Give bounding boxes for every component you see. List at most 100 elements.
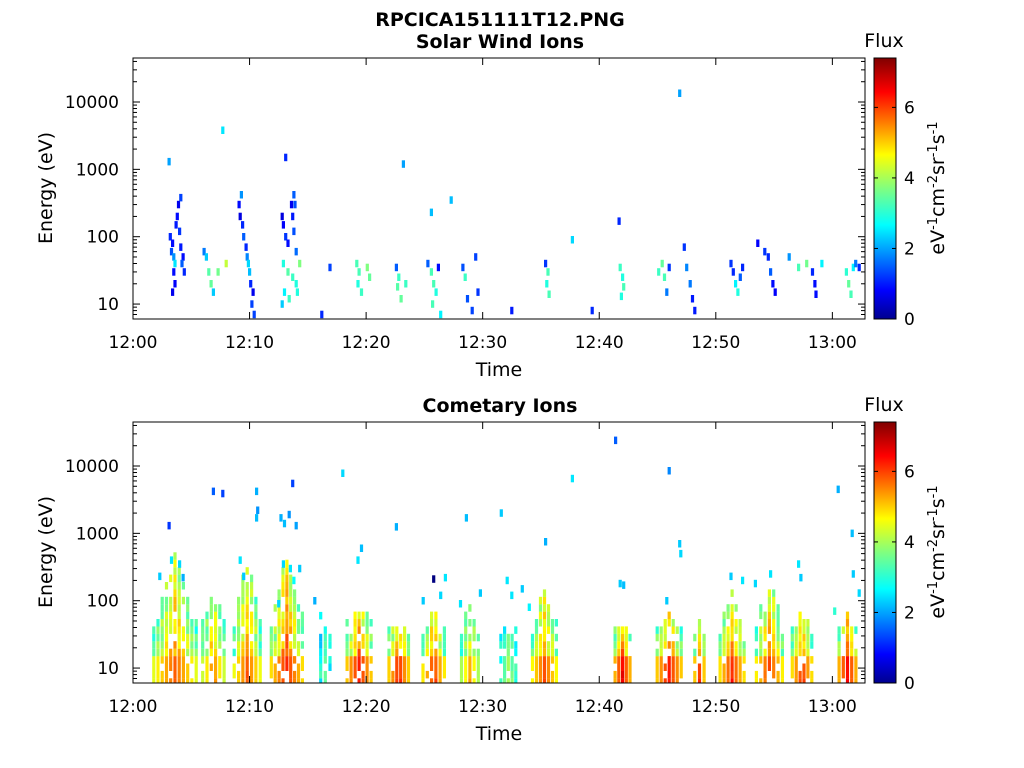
heatmap-cell xyxy=(857,589,861,597)
heatmap-cell xyxy=(209,648,213,657)
heatmap-cell xyxy=(245,678,249,683)
panel-solar-wind-ions: Solar Wind Ions 12:00 12:10 12:20 12:30 12:4… xyxy=(35,30,949,381)
heatmap-cell xyxy=(438,641,442,649)
heatmap-cell xyxy=(201,619,205,627)
heatmap-cell xyxy=(845,619,850,627)
heatmap-cell xyxy=(624,656,628,664)
heatmap-cell xyxy=(250,656,254,664)
heatmap-cell xyxy=(850,626,854,634)
heatmap-cell xyxy=(798,641,802,649)
heatmap-cell xyxy=(177,567,181,575)
heatmap-cell xyxy=(790,670,794,679)
heatmap-cell xyxy=(250,670,254,679)
heatmap-cell xyxy=(214,656,218,664)
heatmap-cell xyxy=(218,633,222,642)
heatmap-speck xyxy=(820,259,824,268)
heatmap-cell xyxy=(181,582,185,590)
heatmap-cell xyxy=(300,656,304,664)
heatmap-speck xyxy=(449,196,453,204)
heatmap-cell xyxy=(434,633,438,642)
heatmap-cell xyxy=(671,678,675,683)
heatmap-cell xyxy=(173,259,177,268)
heatmap-cell xyxy=(472,656,476,664)
heatmap-cell xyxy=(201,633,205,642)
heatmap-cell xyxy=(442,648,446,657)
heatmap-cell xyxy=(250,678,254,683)
heatmap-cell xyxy=(169,648,173,657)
heatmap-cell xyxy=(503,678,507,683)
heatmap-cell xyxy=(245,648,249,657)
heatmap-cell xyxy=(718,663,722,671)
heatmap-cell xyxy=(794,641,798,649)
heatmap-cell xyxy=(285,574,289,583)
x-axis-label: Time xyxy=(475,723,523,745)
heatmap-cell xyxy=(399,633,403,642)
heatmap-cell xyxy=(211,288,215,296)
heatmap-cell xyxy=(277,641,281,649)
heatmap-cell xyxy=(241,633,245,642)
heatmap-cell xyxy=(837,641,841,649)
heatmap-cell xyxy=(763,656,767,664)
heatmap-cell xyxy=(671,656,675,664)
heatmap-cell xyxy=(503,656,507,664)
heatmap-cell xyxy=(527,603,531,611)
heatmap-cell xyxy=(538,648,543,657)
x-axis: 12:00 12:10 12:20 12:30 12:40 12:50 13:00 xyxy=(109,58,857,353)
heatmap-speck xyxy=(279,514,283,522)
heatmap-cell xyxy=(421,678,425,683)
heatmap-cell xyxy=(406,648,411,657)
heatmap-cell xyxy=(718,648,722,657)
heatmap-cell xyxy=(621,678,625,683)
heatmap-cell xyxy=(434,619,438,627)
heatmap-cell xyxy=(250,589,254,597)
heatmap-cell xyxy=(323,633,327,642)
heatmap-cell xyxy=(655,648,659,657)
heatmap-cell xyxy=(442,626,446,634)
heatmap-cell xyxy=(293,589,297,597)
heatmap-cell xyxy=(177,648,181,657)
heatmap-cell xyxy=(430,626,434,634)
heatmap-cell xyxy=(168,233,172,241)
heatmap-cell xyxy=(328,656,332,664)
heatmap-cell xyxy=(289,678,293,683)
heatmap-cell xyxy=(186,641,190,649)
heatmap-cell xyxy=(201,678,205,683)
heatmap-cell xyxy=(434,678,438,683)
heatmap-cell xyxy=(550,619,555,627)
heatmap-cell xyxy=(177,604,181,612)
heatmap-cell xyxy=(241,656,245,664)
heatmap-cell xyxy=(254,596,258,605)
heatmap-cell xyxy=(754,678,758,683)
heatmap-cell xyxy=(319,641,323,649)
heatmap-cell xyxy=(693,648,697,657)
heatmap-cell xyxy=(349,670,353,679)
heatmap-cell xyxy=(763,678,767,683)
heatmap-cell xyxy=(624,641,628,649)
heatmap-cell xyxy=(554,663,558,671)
heatmap-cell xyxy=(722,641,726,649)
heatmap-cell xyxy=(667,663,671,671)
heatmap-cell xyxy=(667,678,671,683)
heatmap-cell xyxy=(472,619,476,627)
heatmap-cell xyxy=(741,576,745,585)
colorbar-tick-label: 4 xyxy=(904,169,915,189)
heatmap-cell xyxy=(613,656,617,664)
heatmap-cell xyxy=(357,641,361,649)
heatmap-cell xyxy=(237,619,241,627)
y-tick-label: 10 xyxy=(97,295,119,315)
heatmap-cell xyxy=(277,619,281,627)
heatmap-cell xyxy=(194,656,198,664)
heatmap-cell xyxy=(160,633,164,642)
heatmap-cell xyxy=(296,619,301,627)
heatmap-cell xyxy=(759,641,763,649)
heatmap-speck xyxy=(282,519,287,528)
heatmap-cell xyxy=(754,626,758,634)
heatmap-cell xyxy=(293,596,297,605)
heatmap-cell xyxy=(844,268,848,276)
heatmap-cell xyxy=(160,619,164,627)
heatmap-cell xyxy=(613,678,617,683)
heatmap-cell xyxy=(169,663,173,671)
heatmap-cell xyxy=(621,273,625,281)
plot-area xyxy=(132,421,866,684)
